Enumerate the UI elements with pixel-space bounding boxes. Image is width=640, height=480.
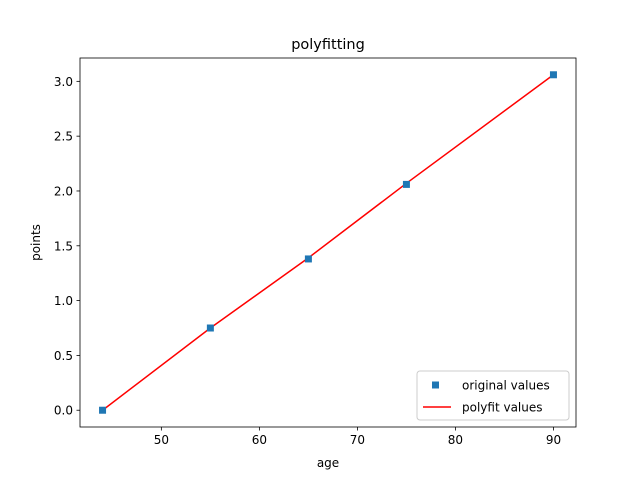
y-axis-ticks: 0.0 0.5 1.0 1.5 2.0 2.5 3.0 [54,75,80,418]
x-tick-label: 60 [252,433,267,447]
x-axis-ticks: 50 60 70 80 90 [154,427,561,447]
data-point-original-values [304,255,312,263]
y-tick-label: 1.5 [54,239,73,253]
data-point-original-values [549,71,557,79]
y-tick-label: 2.0 [54,184,73,198]
x-tick-label: 80 [448,433,463,447]
data-point-original-values [402,180,410,188]
y-tick-label: 3.0 [54,75,73,89]
plot-series-markers [99,71,557,414]
data-point-original-values [99,406,107,414]
legend-frame [416,370,570,421]
y-tick-label: 2.5 [54,130,73,144]
y-tick-label: 1.0 [54,294,73,308]
chart-title: polyfitting [291,37,365,53]
y-axis-label: points [29,224,43,261]
data-point-original-values [206,324,214,332]
x-axis-label: age [317,456,339,470]
y-tick-label: 0.5 [54,349,73,363]
legend-label-polyfit-values: polyfit values [462,401,543,415]
y-tick-label: 0.0 [54,404,73,418]
axes-frame [79,57,577,428]
x-tick-label: 70 [350,433,365,447]
legend-label-original-values: original values [462,379,550,393]
legend-marker-original-values [432,381,439,389]
x-tick-label: 90 [546,433,561,447]
legend: original values polyfit values [416,370,570,421]
x-tick-label: 50 [154,433,169,447]
